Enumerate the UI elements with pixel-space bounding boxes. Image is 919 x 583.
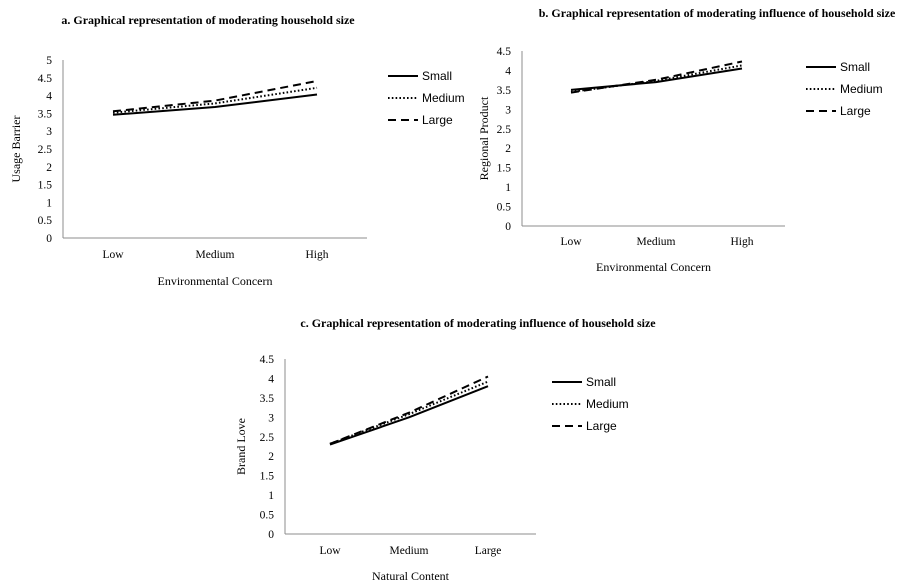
series-line-small	[329, 385, 489, 446]
y-tick-label: 0	[268, 529, 274, 541]
chart-title: b. Graphical representation of moderatin…	[539, 6, 896, 20]
y-tick-label: 1.5	[260, 471, 275, 483]
chart-title: c. Graphical representation of moderatin…	[300, 316, 656, 330]
legend-label: Small	[586, 375, 616, 389]
legend-label: Medium	[422, 91, 465, 105]
y-tick-label: 2	[46, 162, 52, 174]
y-tick-label: 3	[268, 412, 274, 424]
x-tick-label: High	[306, 249, 329, 261]
x-tick-label: Low	[102, 249, 124, 261]
y-tick-label: 3	[46, 126, 52, 138]
chart-title: a. Graphical representation of moderatin…	[61, 13, 355, 27]
x-tick-label: Low	[319, 545, 341, 557]
y-tick-label: 2.5	[38, 144, 53, 156]
chart-2: c. Graphical representation of moderatin…	[234, 316, 656, 583]
series-line-large	[570, 60, 743, 94]
y-tick-label: 1	[268, 490, 274, 502]
x-axis-label: Environmental Concern	[596, 260, 711, 274]
legend-label: Medium	[840, 82, 883, 96]
y-tick-label: 4	[268, 373, 274, 385]
y-tick-label: 0.5	[260, 510, 275, 522]
x-axis-label: Natural Content	[372, 569, 450, 583]
legend-label: Small	[840, 60, 870, 74]
y-tick-label: 4.5	[260, 354, 275, 366]
y-tick-label: 5	[46, 55, 52, 67]
chart-0: a. Graphical representation of moderatin…	[9, 13, 465, 288]
y-tick-label: 2.5	[497, 124, 512, 136]
x-tick-label: Large	[475, 545, 502, 557]
y-tick-label: 4	[505, 65, 511, 77]
y-tick-label: 0.5	[497, 202, 512, 214]
y-axis-label: Usage Barrier	[9, 116, 23, 183]
x-axis-label: Environmental Concern	[158, 274, 273, 288]
series-line-medium	[112, 86, 318, 114]
x-tick-label: Medium	[390, 545, 429, 557]
legend-label: Large	[840, 104, 871, 118]
series-line-small	[570, 67, 743, 91]
y-tick-label: 0.5	[38, 215, 53, 227]
legend-label: Large	[586, 419, 617, 433]
y-tick-label: 1	[46, 197, 52, 209]
series-line-large	[112, 80, 318, 113]
y-tick-label: 3.5	[38, 108, 53, 120]
y-axis-label: Regional Product	[477, 96, 491, 180]
y-tick-label: 3	[505, 104, 511, 116]
x-tick-label: Medium	[196, 249, 235, 261]
y-tick-label: 1.5	[497, 163, 512, 175]
y-tick-label: 1.5	[38, 180, 53, 192]
y-tick-label: 3.5	[260, 393, 275, 405]
x-tick-label: Low	[560, 236, 582, 248]
legend-label: Large	[422, 113, 453, 127]
y-tick-label: 4.5	[497, 46, 512, 58]
legend-label: Medium	[586, 397, 629, 411]
y-axis-label: Brand Love	[234, 418, 248, 475]
y-tick-label: 2	[505, 143, 511, 155]
y-tick-label: 2.5	[260, 432, 275, 444]
series-line-small	[112, 93, 318, 116]
chart-1: b. Graphical representation of moderatin…	[477, 6, 896, 274]
x-tick-label: High	[731, 236, 754, 248]
y-tick-label: 4.5	[38, 73, 53, 85]
y-tick-label: 3.5	[497, 85, 512, 97]
y-tick-label: 0	[505, 221, 511, 233]
x-tick-label: Medium	[637, 236, 676, 248]
y-tick-label: 4	[46, 91, 52, 103]
legend-label: Small	[422, 69, 452, 83]
y-tick-label: 0	[46, 233, 52, 245]
y-tick-label: 2	[268, 451, 274, 463]
series-line-large	[329, 375, 489, 445]
y-tick-label: 1	[505, 182, 511, 194]
